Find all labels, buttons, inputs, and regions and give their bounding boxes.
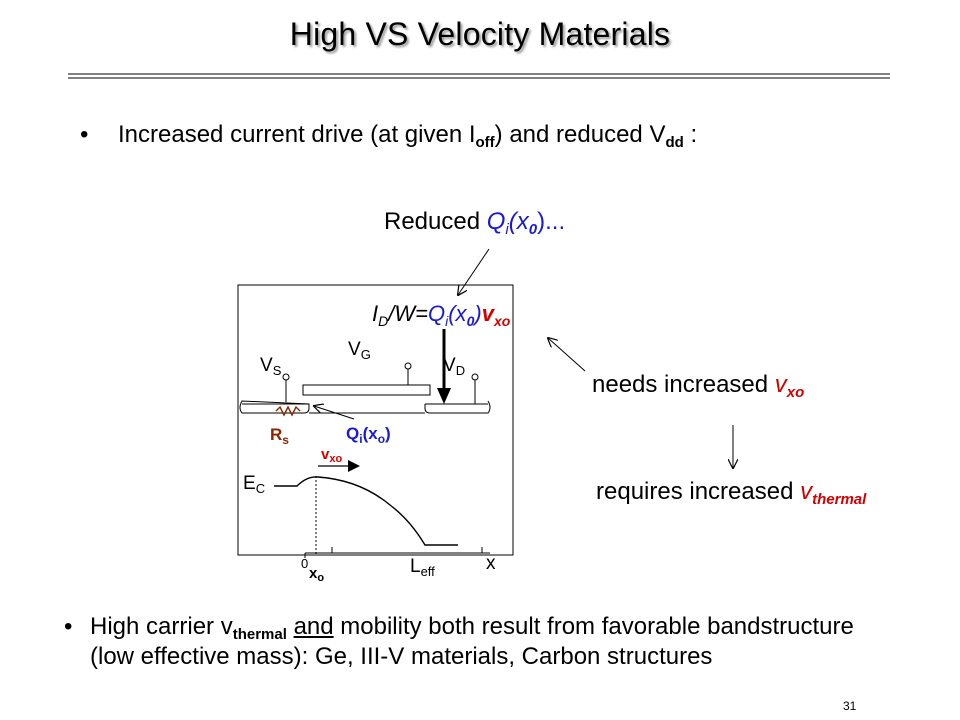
reduced-qi-label: Reduced Qi(x0)... — [384, 208, 566, 238]
zero-label: 0 — [301, 556, 309, 571]
eq-q: Q — [427, 301, 446, 326]
eq-x-sub: 0 — [466, 313, 475, 329]
requires-increased-label: requires increased vthermal — [596, 478, 867, 508]
bullet-dot-icon: • — [64, 613, 73, 640]
eq-v-sub: xo — [493, 313, 511, 329]
bullet1-text-a: Increased current drive (at given I — [118, 121, 476, 148]
eq-w: /W= — [388, 301, 428, 326]
requires-v-sub: thermal — [812, 491, 867, 508]
eq-i: I — [372, 301, 379, 326]
x-axis-label: x — [486, 553, 496, 574]
source-region — [239, 400, 310, 414]
slide-title: High VS Velocity Materials — [289, 16, 671, 52]
needs-text: needs increased — [592, 371, 775, 398]
title-rule-bottom — [68, 77, 890, 79]
reduced-pointer-arrow — [458, 248, 490, 295]
current-arrow-head — [437, 388, 451, 404]
bullet-increased-current: • Increased current drive (at given Ioff)… — [80, 121, 698, 151]
source-terminal — [282, 373, 290, 381]
title-rule-top — [68, 73, 890, 75]
diagram-frame — [237, 284, 514, 556]
drain-region — [424, 400, 491, 414]
reduced-close: )... — [537, 208, 566, 235]
qi-pointer-arrow — [314, 406, 355, 420]
bullet1-text-b: ) and reduced V — [494, 121, 666, 148]
reduced-q-sub: i — [505, 221, 509, 238]
vd-label: VD — [443, 355, 466, 378]
drain-terminal — [471, 373, 479, 381]
needs-pointer-arrow — [548, 338, 586, 372]
rs-label: Rs — [270, 425, 289, 447]
vdd-subscript: dd — [665, 134, 684, 151]
bullet2-text-b: mobility both result from favorable band… — [333, 613, 854, 640]
leff-label: Leff — [410, 556, 435, 579]
requires-v: v — [800, 478, 813, 505]
ioff-subscript: off — [475, 134, 495, 151]
and-underlined: and — [293, 613, 334, 640]
eq-i-sub: D — [378, 313, 389, 329]
requires-text: requires increased — [596, 478, 801, 505]
series-resistor — [275, 405, 301, 417]
vxo-label: vxo — [321, 446, 343, 465]
qi-label: Qi(xo) — [346, 424, 391, 446]
current-equation: ID/W=Qi(x0)vxo — [372, 301, 511, 329]
bullet2-text-a: High carrier v — [90, 613, 233, 640]
bullet-dot-icon: • — [80, 121, 89, 148]
eq-q-sub: i — [445, 313, 449, 329]
ec-label: EC — [243, 473, 266, 496]
bullet2-line2: (low effective mass): Ge, III-V material… — [90, 643, 713, 670]
gate-electrode — [302, 384, 431, 396]
vs-label: VS — [260, 355, 282, 378]
conduction-band-curve — [274, 476, 458, 546]
reduced-word: Reduced — [384, 208, 487, 235]
eq-close: ) — [474, 301, 482, 326]
reduced-x-sub: 0 — [528, 221, 538, 238]
bullet1-text-c: : — [683, 121, 698, 148]
needs-v-sub: xo — [786, 384, 805, 401]
needs-increased-label: needs increased vxo — [592, 371, 805, 401]
bullet2-line1: • High carrier vthermal and mobility both… — [64, 612, 854, 642]
vthermal-subscript: thermal — [232, 626, 287, 643]
bullet-high-carrier: • High carrier vthermal and mobility both… — [64, 612, 854, 672]
eq-v: v — [481, 301, 494, 326]
vg-label: VG — [348, 339, 371, 362]
eq-x: (x — [448, 301, 467, 326]
reduced-x: (x — [508, 208, 529, 235]
reduced-q: Q — [486, 208, 506, 235]
xo-axis-label: xo — [309, 565, 325, 584]
page-number: 31 — [843, 699, 857, 713]
needs-v: v — [774, 371, 787, 398]
gate-terminal — [404, 362, 412, 370]
